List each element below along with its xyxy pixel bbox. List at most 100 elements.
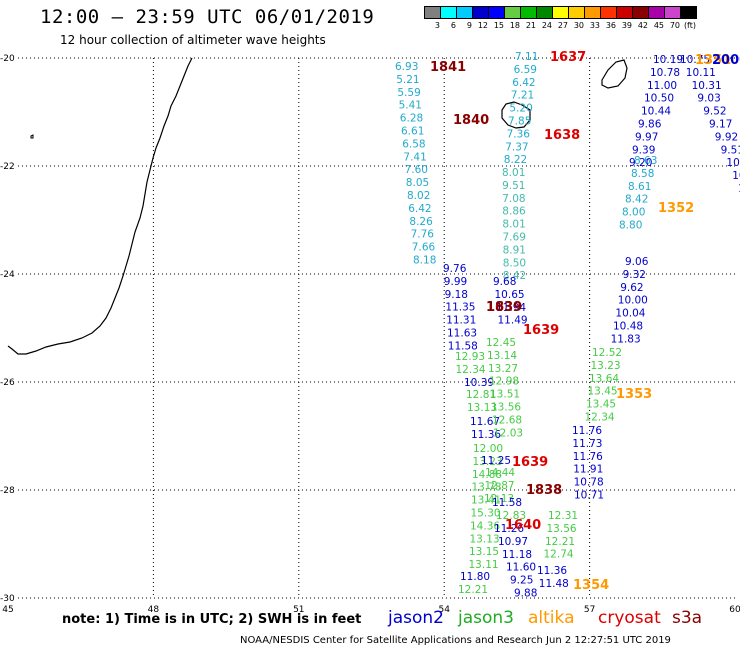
mauritius-island (601, 59, 628, 89)
wave-height-value: 13.23 (473, 456, 503, 468)
wave-height-value: 11.67 (470, 416, 500, 428)
color-scale-label: 42 (637, 21, 648, 30)
wave-height-value: 10.00 (618, 295, 648, 307)
color-scale-label: 45 (653, 21, 664, 30)
wave-height-value: 10.11 (686, 67, 716, 79)
wave-height-value: 11.91 (573, 464, 603, 476)
wave-height-value: 10.44 (641, 106, 671, 118)
wave-height-value: 13.23 (591, 360, 621, 372)
wave-height-value: 11.25 (481, 455, 511, 467)
latitude-tick-label: -20 (0, 54, 15, 64)
pass-number-label: 1639 (512, 455, 548, 470)
wave-height-value: 6.61 (401, 126, 424, 138)
note-text: note: 1) Time is in UTC; 2) SWH is in fe… (62, 612, 362, 627)
wave-height-value: 13.27 (488, 363, 518, 375)
longitude-tick-label: 51 (293, 605, 304, 615)
wave-height-value: 12.21 (545, 536, 575, 548)
axis-labels: 45 48 51 54 57 60 -20 -22 -24 -26 -28 -30 (0, 54, 740, 615)
wave-height-value: 8.58 (631, 168, 654, 180)
wave-height-value: 9.51 (721, 144, 740, 156)
wave-height-value: 11.73 (572, 438, 602, 450)
wave-height-value: 9.76 (443, 263, 467, 275)
color-scale-label: 33 (589, 21, 600, 30)
longitude-tick-label: 48 (148, 605, 160, 615)
longitude-tick-label: 45 (2, 605, 13, 615)
wave-height-value: 9.99 (444, 276, 467, 288)
reunion-island (501, 101, 531, 129)
latitude-tick-label: -24 (0, 270, 15, 280)
wave-height-value: 9.25 (510, 575, 533, 587)
pass-number-label: 1639 (486, 300, 522, 315)
wave-height-value: 10.39 (464, 377, 494, 389)
pass-number-label: 1639 (523, 323, 559, 338)
wave-height-value: 6.58 (402, 138, 425, 150)
wave-height-value: 12.93 (455, 351, 485, 363)
wave-height-value: 5.41 (399, 100, 422, 112)
wave-height-value: 12.83 (496, 510, 526, 522)
wave-height-value: 12.34 (585, 412, 615, 424)
wave-height-value: 6.28 (400, 113, 423, 125)
wave-height-value: 14.44 (485, 467, 515, 479)
pass-number-label: 1638 (544, 128, 580, 143)
wave-height-value: 9.92 (715, 131, 738, 143)
wave-height-value: 12.68 (492, 414, 522, 426)
wave-height-value: 13.11 (469, 559, 499, 571)
color-scale-label: 39 (621, 21, 632, 30)
wave-height-value: 10.31 (692, 80, 722, 92)
color-scale-label: 6 (450, 21, 456, 30)
wave-height-value: 11.83 (611, 333, 641, 345)
pass-number-label: 1838 (526, 483, 562, 498)
latitude-tick-label: -28 (0, 486, 15, 496)
wave-height-value: 13.14 (487, 350, 517, 362)
wave-height-value: 13.45 (586, 399, 616, 411)
wave-height-value: 11.35 (445, 302, 475, 314)
wave-height-value: 9.68 (493, 276, 516, 288)
wave-height-value: 10.78 (650, 67, 680, 79)
wave-height-value: 11.63 (447, 328, 477, 340)
legend-entry-jason2: jason2 (388, 608, 444, 628)
wave-height-value: 10.42 (738, 183, 740, 195)
color-scale-label: 3 (434, 21, 440, 30)
wave-height-value: 12.31 (548, 510, 578, 522)
wave-height-value: 7.85 (508, 116, 531, 128)
wave-height-value: 9.88 (514, 588, 537, 600)
color-scale-label: 70 (669, 21, 680, 30)
color-scale-label: 18 (509, 21, 520, 30)
wave-height-value: 10.65 (495, 289, 525, 301)
pass-number-labels: 1841184016371638163916391639164018391838… (430, 50, 740, 593)
wave-height-value: 8.26 (409, 216, 433, 228)
wave-height-value: 15.30 (471, 508, 501, 520)
color-scale-label: 36 (605, 21, 616, 30)
wave-height-value: 7.69 (503, 232, 526, 244)
pass-number-label: 1353 (616, 387, 652, 402)
wave-height-value: 8.01 (502, 219, 525, 231)
wave-height-value: 12.98 (489, 376, 519, 388)
wave-height-value: 9.20 (629, 157, 652, 169)
wave-height-value: 12.87 (485, 480, 515, 492)
wave-height-value: 11.36 (471, 429, 501, 441)
wave-height-value: 14.36 (470, 520, 500, 532)
wave-height-value: 10.04 (615, 308, 645, 320)
wave-height-value: 9.52 (703, 106, 726, 118)
page-subtitle: 12 hour collection of altimeter wave hei… (60, 33, 326, 47)
wave-height-value: 8.18 (413, 255, 436, 267)
pass-number-label: 1840 (453, 113, 489, 128)
wave-height-value: 10.78 (574, 477, 604, 489)
latitude-tick-label: -26 (0, 378, 15, 388)
wave-height-value: 13.13 (470, 533, 500, 545)
wave-height-value: 13.56 (547, 523, 577, 535)
wave-height-value: 12.21 (458, 584, 488, 596)
wave-height-value: 8.01 (502, 167, 525, 179)
pass-number-label: 1839 (486, 300, 522, 315)
wave-height-value: 7.41 (403, 151, 426, 163)
wave-height-value: 7.11 (515, 51, 538, 63)
longitude-tick-label: 54 (438, 605, 450, 615)
color-scale-label: (ft) (683, 21, 696, 30)
wave-height-value: 12.81 (466, 389, 496, 401)
wave-height-value: 9.18 (445, 289, 468, 301)
altimeter-tracks: 6.935.215.595.416.286.616.587.417.608.05… (395, 51, 740, 600)
wave-height-value: 7.21 (511, 90, 534, 102)
wave-height-value: 8.00 (622, 207, 645, 219)
wave-height-value: 9.32 (623, 269, 646, 281)
